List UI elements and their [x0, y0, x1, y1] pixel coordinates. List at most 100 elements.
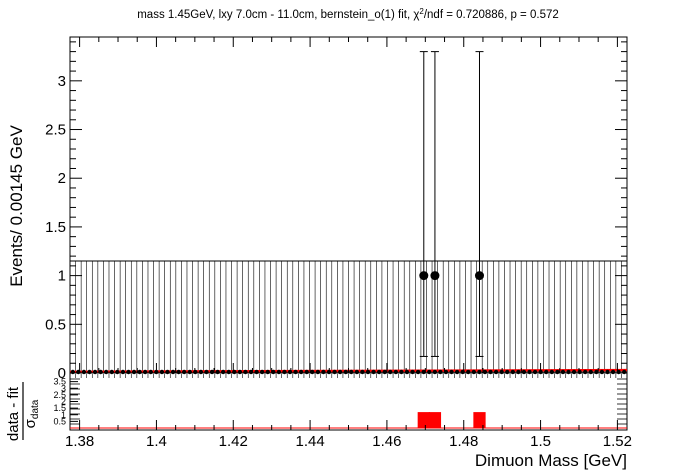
- data-point: [474, 271, 484, 281]
- residual-y-tick-label: 0.5: [53, 416, 66, 426]
- zero-data-point: [382, 369, 387, 375]
- zero-data-point: [170, 369, 176, 375]
- residual-y-axis: 0.511.522.533.5: [53, 377, 78, 426]
- zero-data-point: [148, 369, 153, 375]
- zero-data-point: [176, 369, 181, 375]
- zero-data-point: [109, 369, 114, 375]
- zero-data-point: [243, 369, 248, 375]
- residual-bar: [473, 412, 486, 428]
- zero-data-point: [605, 369, 610, 375]
- zero-data-point: [181, 369, 187, 375]
- zero-data-point: [159, 369, 165, 375]
- main-y-tick-label: 3: [58, 73, 66, 90]
- zero-data-point: [131, 369, 137, 375]
- x-tick-label: 1.4: [146, 433, 167, 450]
- main-y-tick-label: 1.5: [45, 219, 66, 236]
- zero-data-point: [566, 369, 571, 375]
- zero-data-point: [588, 369, 593, 375]
- zero-data-point: [237, 369, 243, 375]
- residual-y-tick-label: 1.5: [53, 403, 66, 413]
- zero-data-point: [532, 369, 538, 375]
- zero-data-point: [399, 369, 404, 375]
- zero-data-point: [276, 369, 282, 375]
- zero-data-point: [599, 369, 605, 375]
- zero-data-point: [583, 369, 588, 375]
- zero-data-point: [126, 369, 131, 375]
- zero-data-point: [298, 369, 304, 375]
- main-y-tick-label: 2: [58, 170, 66, 187]
- zero-data-point: [287, 369, 293, 375]
- zero-data-point: [70, 369, 75, 375]
- zero-data-point: [282, 369, 287, 375]
- zero-data-point: [466, 369, 471, 375]
- residual-zero-bins: [69, 374, 628, 425]
- residual-y-tick-label: 2.5: [53, 390, 66, 400]
- zero-data-point: [321, 369, 326, 375]
- residual-y-tick-label: 1: [61, 410, 66, 420]
- zero-data-point: [505, 369, 510, 375]
- x-tick-label: 1.42: [219, 433, 248, 450]
- residual-bars-layer: [417, 412, 486, 428]
- main-plot: 0 0.5 1 1.5 2 2.5 3 Events/ 0.00145 GeV: [7, 36, 628, 382]
- zero-data-point: [343, 369, 348, 375]
- zero-data-point: [488, 369, 493, 375]
- x-tick-label: 1.38: [65, 433, 94, 450]
- main-y-tick-label: 2.5: [45, 122, 66, 139]
- zero-data-point: [354, 369, 360, 375]
- zero-data-point: [165, 369, 170, 375]
- zero-data-point: [544, 369, 549, 375]
- x-axis-label: Dimuon Mass [GeV]: [475, 451, 627, 470]
- zero-data-point: [310, 369, 315, 375]
- residual-plot: 0.511.522.533.5 1.38 1.4 1.42 1.44 1.46 1.48 1…: [5, 372, 632, 470]
- zero-data-point: [376, 369, 382, 375]
- zero-data-point: [226, 369, 231, 375]
- zero-data-point: [410, 369, 415, 375]
- zero-data-point: [332, 369, 337, 375]
- x-tick-label: 1.5: [530, 433, 551, 450]
- zero-data-point: [449, 369, 454, 375]
- x-tick-label: 1.44: [295, 433, 324, 450]
- zero-data-point: [360, 369, 365, 375]
- zero-data-point: [92, 369, 98, 375]
- x-tick-label: 1.48: [449, 433, 478, 450]
- zero-data-point: [293, 369, 298, 375]
- zero-data-point: [142, 369, 148, 375]
- residual-plot-frame: [69, 372, 628, 431]
- zero-data-point: [393, 369, 399, 375]
- zero-data-point: [259, 369, 265, 375]
- zero-data-point: [104, 369, 109, 375]
- zero-data-point: [115, 369, 120, 375]
- zero-data-point: [555, 369, 560, 375]
- zero-data-point: [510, 369, 516, 375]
- x-tick-label: 1.46: [372, 433, 401, 450]
- residual-y-axis-label: data - fit σdata: [5, 382, 41, 441]
- zero-data-point: [477, 369, 482, 375]
- data-point: [430, 271, 440, 281]
- zero-data-point: [120, 369, 126, 375]
- zero-bin-error-bars: [69, 260, 628, 373]
- main-y-tick-label: 0.5: [45, 316, 66, 333]
- zero-data-point: [187, 369, 192, 375]
- zero-data-point: [521, 369, 527, 375]
- zero-data-point: [371, 369, 376, 375]
- zero-data-point: [577, 369, 582, 375]
- residual-bar: [428, 412, 442, 428]
- zero-data-point: [415, 369, 421, 375]
- x-tick-label: 1.52: [603, 433, 632, 450]
- zero-data-point: [220, 369, 226, 375]
- zero-data-point: [87, 369, 92, 375]
- main-y-axis: 0 0.5 1 1.5 2 2.5 3: [45, 41, 627, 382]
- zero-data-point: [471, 369, 477, 375]
- zero-data-point: [622, 369, 627, 375]
- zero-data-point: [560, 369, 566, 375]
- zero-data-point: [304, 369, 309, 375]
- zero-data-point: [432, 369, 438, 375]
- data-point: [419, 271, 429, 281]
- residual-y-tick-label: 3.5: [53, 377, 66, 387]
- zero-data-point: [516, 369, 521, 375]
- zero-data-point: [81, 369, 87, 375]
- zero-data-point: [527, 369, 532, 375]
- zero-data-point: [610, 369, 616, 375]
- zero-data-point: [493, 369, 499, 375]
